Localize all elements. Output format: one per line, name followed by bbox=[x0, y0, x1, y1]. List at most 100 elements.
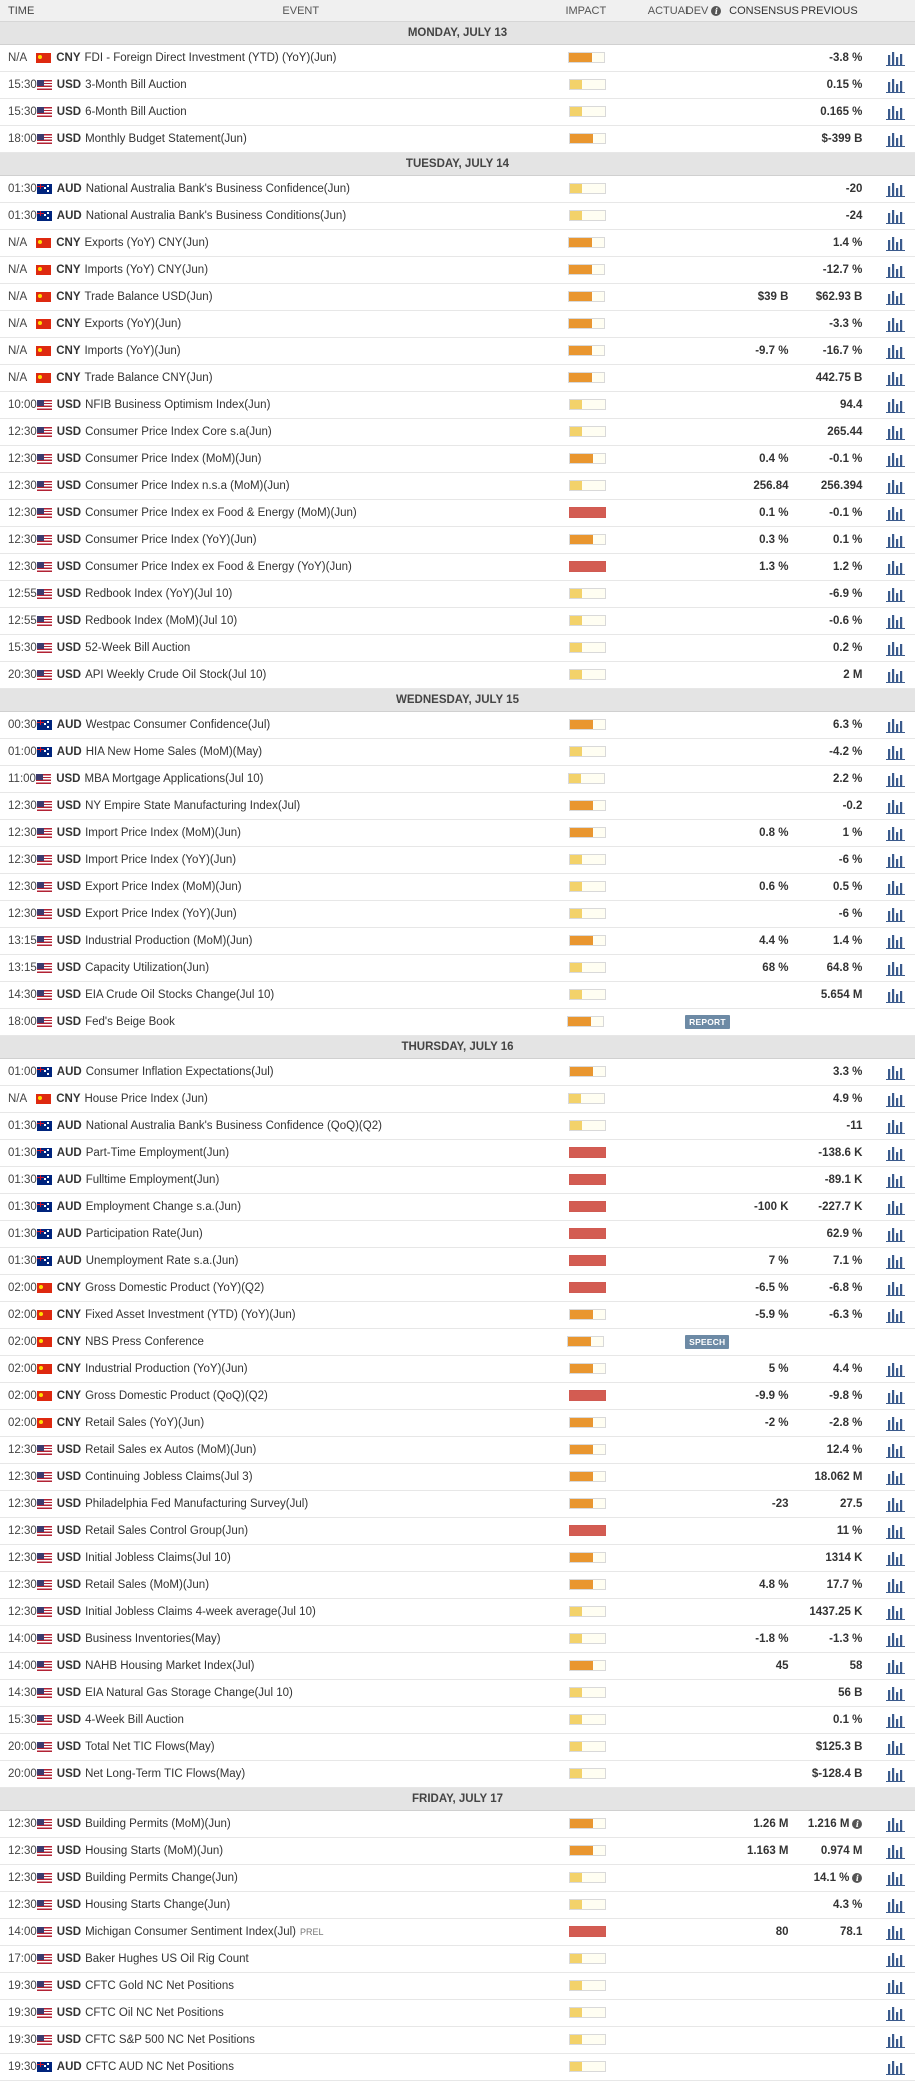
chart-cell[interactable] bbox=[877, 1604, 915, 1620]
chart-cell[interactable] bbox=[877, 906, 915, 922]
event-cell[interactable]: USD Business Inventories(May) bbox=[36, 1633, 569, 1645]
table-row[interactable]: 01:30 AUD National Australia Bank's Busine… bbox=[0, 1113, 915, 1140]
bar-chart-icon[interactable] bbox=[886, 1816, 906, 1832]
event-name[interactable]: Employment Change s.a.(Jun) bbox=[85, 1201, 242, 1213]
event-name[interactable]: Gross Domestic Product (QoQ)(Q2) bbox=[85, 1390, 268, 1402]
event-cell[interactable]: USD Export Price Index (MoM)(Jun) bbox=[36, 881, 569, 893]
event-cell[interactable]: USD MBA Mortgage Applications(Jul 10) bbox=[36, 773, 568, 785]
chart-cell[interactable] bbox=[877, 289, 915, 305]
event-name[interactable]: Unemployment Rate s.a.(Jun) bbox=[85, 1255, 239, 1267]
event-name[interactable]: Import Price Index (YoY)(Jun) bbox=[85, 854, 237, 866]
table-row[interactable]: 12:30 USD Retail Sales (MoM)(Jun) 4.8 % 17.7… bbox=[0, 1572, 915, 1599]
bar-chart-icon[interactable] bbox=[886, 667, 906, 683]
chart-cell[interactable] bbox=[877, 316, 915, 332]
bar-chart-icon[interactable] bbox=[886, 559, 906, 575]
bar-chart-icon[interactable] bbox=[886, 1091, 906, 1107]
event-name[interactable]: Retail Sales (YoY)(Jun) bbox=[85, 1417, 205, 1429]
info-icon[interactable]: i bbox=[711, 5, 722, 16]
chart-cell[interactable] bbox=[877, 451, 915, 467]
table-row[interactable]: 19:30 USD CFTC Oil NC Net Positions bbox=[0, 2000, 915, 2027]
event-name[interactable]: FDI - Foreign Direct Investment (YTD) (Y… bbox=[84, 52, 337, 64]
table-row[interactable]: N/A CNY Exports (YoY) CNY(Jun) 1.4 % bbox=[0, 230, 915, 257]
chart-cell[interactable] bbox=[877, 532, 915, 548]
chart-cell[interactable] bbox=[877, 2005, 915, 2021]
event-name[interactable]: Retail Sales ex Autos (MoM)(Jun) bbox=[85, 1444, 257, 1456]
table-row[interactable]: 02:00 CNY Retail Sales (YoY)(Jun) -2 % -2.8 … bbox=[0, 1410, 915, 1437]
table-row[interactable]: 18:00 USD Monthly Budget Statement(Jun) $-3… bbox=[0, 126, 915, 153]
chart-cell[interactable] bbox=[877, 1897, 915, 1913]
table-row[interactable]: 01:30 AUD Part-Time Employment(Jun) -138.6 … bbox=[0, 1140, 915, 1167]
table-row[interactable]: 14:00 USD NAHB Housing Market Index(Jul) 45… bbox=[0, 1653, 915, 1680]
chart-cell[interactable] bbox=[877, 1685, 915, 1701]
bar-chart-icon[interactable] bbox=[886, 1951, 906, 1967]
event-name[interactable]: Continuing Jobless Claims(Jul 3) bbox=[85, 1471, 253, 1483]
chart-cell[interactable] bbox=[877, 1064, 915, 1080]
event-cell[interactable]: USD Baker Hughes US Oil Rig Count bbox=[36, 1953, 569, 1965]
event-name[interactable]: NY Empire State Manufacturing Index(Jul) bbox=[85, 800, 301, 812]
chart-cell[interactable] bbox=[877, 1978, 915, 1994]
event-name[interactable]: Michigan Consumer Sentiment Index(Jul) bbox=[85, 1926, 296, 1938]
table-row[interactable]: 12:30 USD Building Permits (MoM)(Jun) 1.26 … bbox=[0, 1811, 915, 1838]
bar-chart-icon[interactable] bbox=[886, 1924, 906, 1940]
event-name[interactable]: Total Net TIC Flows(May) bbox=[85, 1741, 215, 1753]
table-row[interactable]: 12:30 USD Import Price Index (MoM)(Jun) 0.8… bbox=[0, 820, 915, 847]
event-name[interactable]: Building Permits (MoM)(Jun) bbox=[85, 1818, 231, 1830]
bar-chart-icon[interactable] bbox=[886, 532, 906, 548]
table-row[interactable]: 12:30 USD Consumer Price Index (YoY)(Jun) 0… bbox=[0, 527, 915, 554]
table-row[interactable]: 18:00 USD Fed's Beige Book REPORT bbox=[0, 1009, 915, 1036]
table-row[interactable]: 12:30 USD Consumer Price Index Core s.a(Ju… bbox=[0, 419, 915, 446]
event-cell[interactable]: USD Initial Jobless Claims 4-week average… bbox=[36, 1606, 569, 1618]
bar-chart-icon[interactable] bbox=[886, 1388, 906, 1404]
bar-chart-icon[interactable] bbox=[886, 289, 906, 305]
event-cell[interactable]: CNY Industrial Production (YoY)(Jun) bbox=[36, 1363, 569, 1375]
bar-chart-icon[interactable] bbox=[886, 1442, 906, 1458]
event-cell[interactable]: CNY Trade Balance USD(Jun) bbox=[36, 291, 568, 303]
event-name[interactable]: Housing Starts (MoM)(Jun) bbox=[85, 1845, 224, 1857]
bar-chart-icon[interactable] bbox=[886, 879, 906, 895]
event-cell[interactable]: CNY Gross Domestic Product (YoY)(Q2) bbox=[36, 1282, 569, 1294]
bar-chart-icon[interactable] bbox=[886, 1064, 906, 1080]
event-cell[interactable]: CNY Trade Balance CNY(Jun) bbox=[36, 372, 568, 384]
event-cell[interactable]: USD Export Price Index (YoY)(Jun) bbox=[36, 908, 569, 920]
event-name[interactable]: Philadelphia Fed Manufacturing Survey(Ju… bbox=[85, 1498, 309, 1510]
bar-chart-icon[interactable] bbox=[886, 1496, 906, 1512]
event-name[interactable]: Fed's Beige Book bbox=[85, 1016, 175, 1028]
event-cell[interactable]: USD NFIB Business Optimism Index(Jun) bbox=[36, 399, 569, 411]
bar-chart-icon[interactable] bbox=[886, 825, 906, 841]
table-row[interactable]: 14:00 USD Business Inventories(May) -1.8 % -… bbox=[0, 1626, 915, 1653]
event-name[interactable]: Consumer Price Index ex Food & Energy (Y… bbox=[85, 561, 352, 573]
event-cell[interactable]: AUD Employment Change s.a.(Jun) bbox=[36, 1201, 569, 1213]
bar-chart-icon[interactable] bbox=[886, 852, 906, 868]
chart-cell[interactable] bbox=[877, 586, 915, 602]
chart-cell[interactable] bbox=[877, 825, 915, 841]
table-row[interactable]: 12:30 USD Housing Starts Change(Jun) 4.3 % bbox=[0, 1892, 915, 1919]
table-row[interactable]: 12:30 USD Continuing Jobless Claims(Jul 3)… bbox=[0, 1464, 915, 1491]
event-cell[interactable]: USD Consumer Price Index (YoY)(Jun) bbox=[36, 534, 569, 546]
event-name[interactable]: CFTC AUD NC Net Positions bbox=[85, 2061, 234, 2073]
table-row[interactable]: 12:30 USD Consumer Price Index ex Food & E… bbox=[0, 500, 915, 527]
event-cell[interactable]: USD Industrial Production (MoM)(Jun) bbox=[36, 935, 569, 947]
bar-chart-icon[interactable] bbox=[886, 181, 906, 197]
event-name[interactable]: Retail Sales (MoM)(Jun) bbox=[85, 1579, 210, 1591]
event-name[interactable]: National Australia Bank's Business Confi… bbox=[85, 183, 350, 195]
chart-cell[interactable] bbox=[877, 1496, 915, 1512]
bar-chart-icon[interactable] bbox=[886, 1469, 906, 1485]
bar-chart-icon[interactable] bbox=[886, 2032, 906, 2048]
chart-cell[interactable] bbox=[877, 1843, 915, 1859]
bar-chart-icon[interactable] bbox=[886, 1253, 906, 1269]
event-cell[interactable]: USD Monthly Budget Statement(Jun) bbox=[36, 133, 569, 145]
chart-cell[interactable] bbox=[877, 1631, 915, 1647]
table-row[interactable]: 20:00 USD Total Net TIC Flows(May) $125.3 B bbox=[0, 1734, 915, 1761]
chart-cell[interactable] bbox=[877, 1307, 915, 1323]
bar-chart-icon[interactable] bbox=[886, 906, 906, 922]
table-row[interactable]: 12:30 USD Philadelphia Fed Manufacturing S… bbox=[0, 1491, 915, 1518]
table-row[interactable]: N/A CNY House Price Index (Jun) 4.9 % bbox=[0, 1086, 915, 1113]
chart-cell[interactable] bbox=[877, 1951, 915, 1967]
event-cell[interactable]: AUD Unemployment Rate s.a.(Jun) bbox=[36, 1255, 569, 1267]
event-cell[interactable]: AUD CFTC AUD NC Net Positions bbox=[36, 2061, 569, 2073]
event-cell[interactable]: USD Retail Sales Control Group(Jun) bbox=[36, 1525, 569, 1537]
event-name[interactable]: Initial Jobless Claims(Jul 10) bbox=[85, 1552, 231, 1564]
chart-cell[interactable] bbox=[877, 208, 915, 224]
event-name[interactable]: Housing Starts Change(Jun) bbox=[85, 1899, 231, 1911]
event-name[interactable]: API Weekly Crude Oil Stock(Jul 10) bbox=[85, 669, 267, 681]
